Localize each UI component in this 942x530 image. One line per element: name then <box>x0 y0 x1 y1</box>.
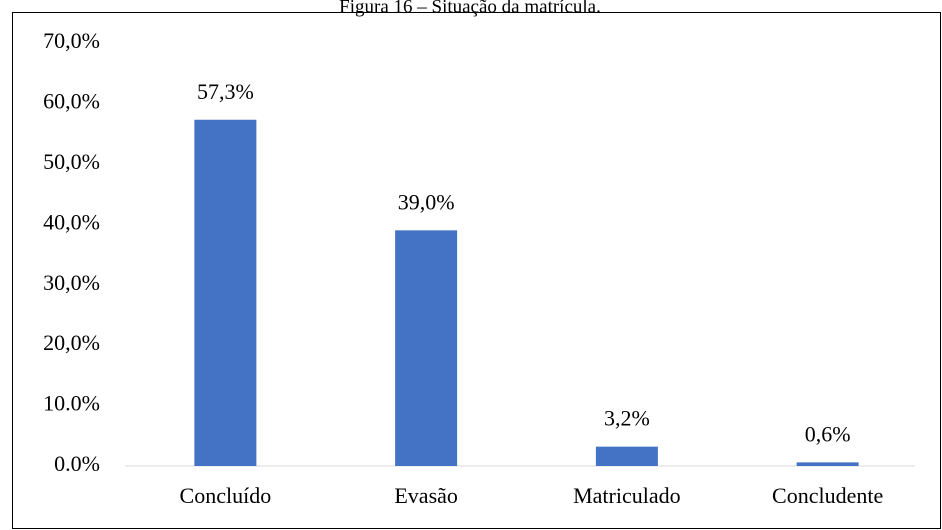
y-tick-label: 0.0% <box>54 451 100 476</box>
y-tick-label: 10.0% <box>43 391 100 416</box>
y-tick-label: 20,0% <box>43 330 100 355</box>
chart-title: Figura 16 – Situação da matrícula. <box>339 0 601 17</box>
value-label: 57,3% <box>197 79 254 104</box>
x-tick-label: Evasão <box>394 483 458 508</box>
x-tick-label: Concluído <box>180 483 272 508</box>
value-label: 0,6% <box>805 421 851 446</box>
value-label: 3,2% <box>604 406 650 431</box>
y-tick-label: 30,0% <box>43 270 100 295</box>
y-tick-label: 70,0% <box>43 28 100 53</box>
chart-border <box>12 12 941 529</box>
bar <box>395 230 458 466</box>
y-tick-label: 60,0% <box>43 88 100 113</box>
value-label: 39,0% <box>398 189 455 214</box>
bar <box>595 446 658 466</box>
x-tick-label: Matriculado <box>573 483 681 508</box>
bar <box>796 462 859 466</box>
x-tick-label: Concludente <box>772 483 883 508</box>
y-tick-label: 40,0% <box>43 209 100 234</box>
y-tick-label: 50,0% <box>43 149 100 174</box>
bar <box>194 119 257 466</box>
